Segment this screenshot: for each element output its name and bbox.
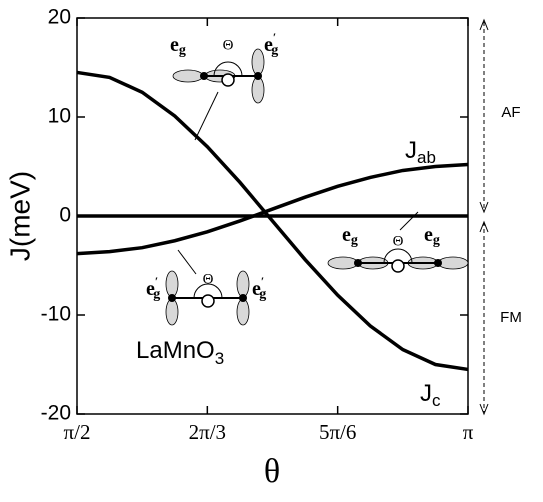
y-tick-label: -20: [41, 402, 71, 425]
x-tick-label: π/2: [64, 420, 91, 444]
x-tick-label: 5π/6: [319, 420, 356, 444]
orbital-label: e′ g: [264, 30, 278, 58]
x-tick-label: 2π/3: [189, 420, 226, 444]
orbital-label: e′ g: [252, 274, 266, 302]
af-label: AF: [501, 104, 520, 121]
y-tick-label: 20: [48, 6, 71, 29]
y-tick-label: 10: [48, 105, 71, 128]
series-line: [76, 162, 469, 256]
fm-label: FM: [500, 309, 522, 326]
series-label: Jc: [420, 380, 441, 410]
inset-right: eg Θ eg: [327, 211, 469, 273]
orbital-label: eg: [170, 34, 186, 59]
angle-label: Θ: [393, 233, 404, 249]
inset-top: eg Θ e′ g: [170, 30, 278, 141]
compound-label: LaMnO3: [136, 337, 224, 368]
x-axis-label: θ: [264, 453, 280, 490]
orbital-label: eg: [342, 224, 358, 249]
y-tick-label: 0: [59, 204, 71, 227]
x-tick-label: π: [463, 420, 474, 444]
range-arrows: [479, 18, 489, 416]
orbital-label: e′ g: [146, 274, 160, 302]
series-label: Jab: [405, 137, 436, 167]
angle-label: Θ: [223, 37, 234, 53]
y-tick-label: -10: [41, 303, 71, 326]
inset-bottom: e′ g Θ e′ g: [146, 249, 266, 326]
y-axis-label: J(meV): [4, 171, 35, 261]
angle-label: Θ: [203, 271, 214, 287]
series-line: [76, 70, 469, 372]
orbital-label: eg: [424, 224, 440, 249]
